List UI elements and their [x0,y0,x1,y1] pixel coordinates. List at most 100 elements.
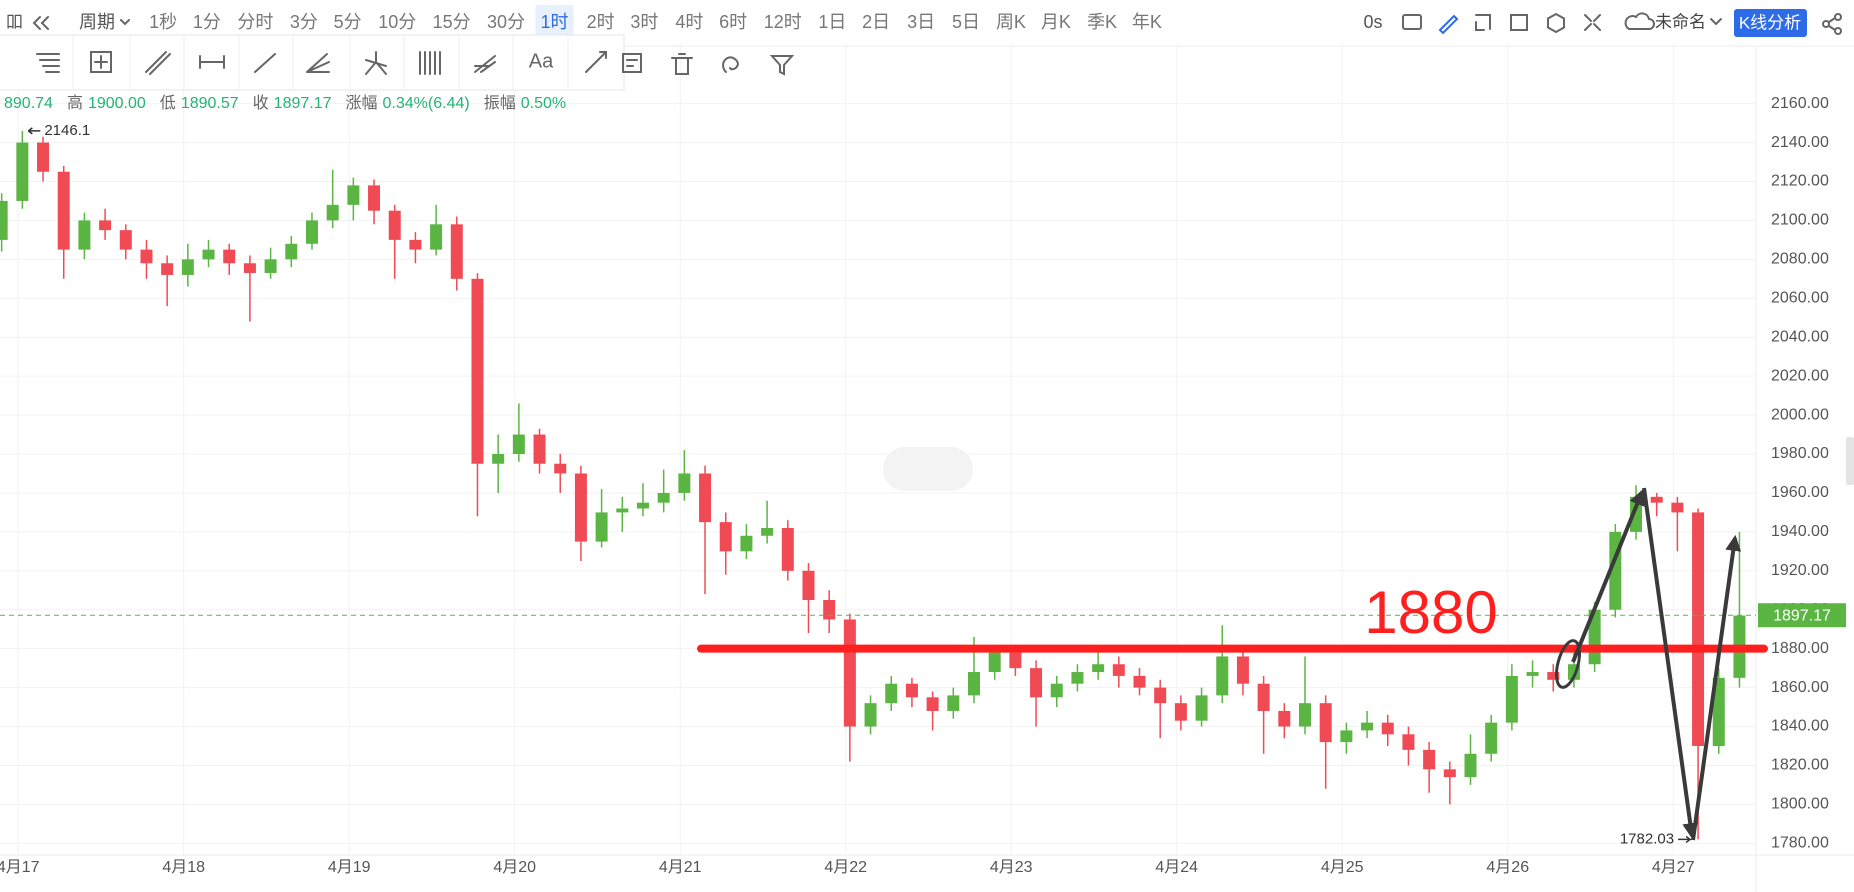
x-tick-label: 4月27 [1652,859,1695,876]
candle-body [967,672,980,696]
period-menu[interactable]: 周期 [79,12,115,32]
text-tool[interactable]: Aa [529,50,554,72]
period-option[interactable]: 12时 [764,12,802,32]
period-option[interactable]: 年K [1132,12,1162,32]
analysis-button[interactable] [1734,9,1807,37]
y-tick-label: 2100.00 [1771,212,1829,229]
candle-body [1505,675,1518,723]
period-option[interactable]: 月K [1041,12,1071,32]
candle-body [1340,730,1353,743]
candle-body [1030,668,1043,698]
pencil-icon[interactable] [1438,14,1459,35]
tool-icons[interactable] [36,51,795,76]
y-tick-label: 1780.00 [1771,835,1829,852]
settings-icon[interactable] [1547,12,1565,34]
candle-body [699,473,712,523]
period-option[interactable]: 2时 [587,12,615,32]
separators [72,35,569,90]
period-option[interactable]: 6时 [719,12,747,32]
candle-body [1216,656,1229,696]
period-option[interactable]: 4时 [675,12,703,32]
candle-body [823,600,836,620]
min-arrow [1678,835,1693,844]
info-label: 低 [160,94,176,112]
candle-body [512,434,525,455]
info-label: 收 [253,94,269,112]
y-tick-label: 1920.00 [1771,562,1829,579]
candle-body [533,434,546,464]
period-option[interactable]: 3日 [907,12,935,32]
table-icon[interactable] [1510,14,1528,31]
period-option[interactable]: 分时 [237,12,273,32]
timer[interactable]: 0s [1363,12,1382,32]
candle-body [1278,710,1291,727]
candle-body [1319,703,1332,743]
x-tick-label: 4月22 [824,859,867,876]
candle-body [781,527,794,571]
collapse-icon[interactable] [32,16,49,30]
period-bar: 吅 周期 1秒 1分 分时 3分 5分 10分 15分 30分 1时 2时 3时 4时 6时 12时 1日 2… [6,5,1162,41]
caret [120,19,130,26]
candle-body [243,263,256,273]
candle-body [926,697,939,711]
period-option[interactable]: 5分 [334,12,362,32]
candle-body [1174,703,1187,721]
expand-icon[interactable] [1584,14,1601,31]
last-price-label: 1897.17 [1773,607,1831,624]
candle-body [1692,512,1705,746]
right-tools: 0s 未命名 K线分析 [1363,9,1842,37]
side-tab[interactable] [1846,437,1854,485]
hand-drawn-arrows [1555,487,1742,841]
share-icon[interactable] [1822,13,1842,35]
y-tick-label: 1940.00 [1771,523,1829,540]
period-option[interactable]: 1分 [193,12,221,32]
cloud-icon[interactable] [1624,12,1655,30]
last-price-tag [1758,603,1846,628]
candle-body [119,230,132,250]
period-option[interactable]: 1日 [818,12,846,32]
y-tick-label: 2000.00 [1771,406,1829,423]
candle-body [1112,664,1125,676]
candle-body [140,249,153,264]
candle-body [430,224,443,250]
period-option[interactable]: 3时 [630,12,658,32]
candle-body [1361,722,1374,731]
grid [0,46,1854,892]
period-option[interactable]: 季K [1087,12,1117,32]
candle-body [595,512,608,542]
fullscreen-icon[interactable] [1475,14,1491,31]
layout-icon[interactable]: 吅 [6,12,23,31]
period-option[interactable]: 1秒 [149,12,177,32]
candle-body [1299,703,1312,727]
x-tick-label: 4月19 [328,859,371,876]
info-value: 1897.17 [274,95,332,112]
y-tick-label: 2020.00 [1771,367,1829,384]
max-label: 2146.1 [44,122,90,139]
period-option[interactable]: 1时 [541,12,569,32]
period-option[interactable]: 5日 [952,12,980,32]
info-bar: 890.74 高 1900.00 低 1890.57 收 1897.17 涨幅 0.34%(6.… [4,94,566,112]
max-arrow [27,127,41,135]
y-tick-label: 1820.00 [1771,757,1829,774]
candle-body [1485,722,1498,754]
y-tick-label: 2120.00 [1771,173,1829,190]
analysis-button-label[interactable]: K线分析 [1739,13,1801,32]
camera-icon[interactable] [1402,14,1422,30]
info-label: 涨幅 [346,94,378,112]
info-value: 890.74 [4,95,53,112]
candle-body [864,703,877,727]
candle-body [554,463,567,474]
period-option[interactable]: 2日 [862,12,890,32]
candle-body [492,454,505,464]
layout-name[interactable]: 未命名 [1655,12,1706,31]
period-option[interactable]: 3分 [290,12,318,32]
period-option[interactable]: 15分 [433,12,471,32]
period-option[interactable]: 周K [996,12,1026,32]
candle-body [636,502,649,509]
period-option[interactable]: 10分 [378,12,416,32]
candle-body [326,204,339,221]
period-option[interactable]: 30分 [487,12,525,32]
info-label: 振幅 [484,94,516,112]
